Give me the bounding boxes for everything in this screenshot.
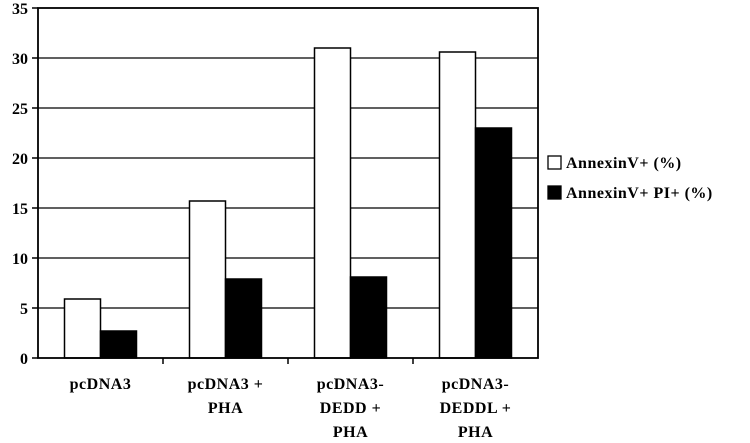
bar (99, 330, 138, 359)
bar (188, 200, 227, 359)
bar (313, 47, 352, 359)
bar (63, 298, 102, 359)
legend: AnnexinV+ (%) AnnexinV+ PI+ (%) (547, 155, 713, 202)
bar (474, 127, 513, 359)
x-tick-label: PHA (208, 400, 243, 417)
y-tick-label: 5 (20, 301, 28, 318)
legend-entry: AnnexinV+ (%) (566, 155, 682, 172)
y-tick-label: 20 (12, 151, 28, 168)
y-tick-label: 30 (12, 51, 28, 68)
y-tick-label: 35 (12, 1, 28, 18)
bar (349, 276, 388, 359)
bar (438, 51, 477, 359)
legend-entry: AnnexinV+ PI+ (%) (566, 185, 713, 202)
axes (32, 7, 539, 364)
y-tick-label: 10 (12, 251, 28, 268)
y-tick-label: 25 (12, 101, 28, 118)
labels: 0 5 10 15 20 25 30 35 pcDNA3 pcDNA3 + PHA pcDNA3- DE… (12, 1, 512, 441)
y-tick-label: 15 (12, 201, 28, 218)
x-tick-label: pcDNA3 + (188, 376, 264, 393)
x-tick-label: pcDNA3- (317, 376, 385, 393)
x-tick-label: DEDDL + (440, 400, 512, 417)
legend-swatch (547, 155, 562, 170)
x-tick-label: PHA (333, 424, 368, 438)
x-tick-label: PHA (458, 424, 493, 438)
x-tick-label: pcDNA3- (442, 376, 510, 393)
plot-frame (37, 7, 539, 359)
x-tick-label: DEDD + (320, 400, 381, 417)
legend-swatch (547, 185, 562, 200)
bar (224, 278, 263, 359)
bars (63, 47, 513, 359)
y-tick-label: 0 (20, 351, 28, 368)
x-tick-label: pcDNA3 (70, 376, 132, 393)
